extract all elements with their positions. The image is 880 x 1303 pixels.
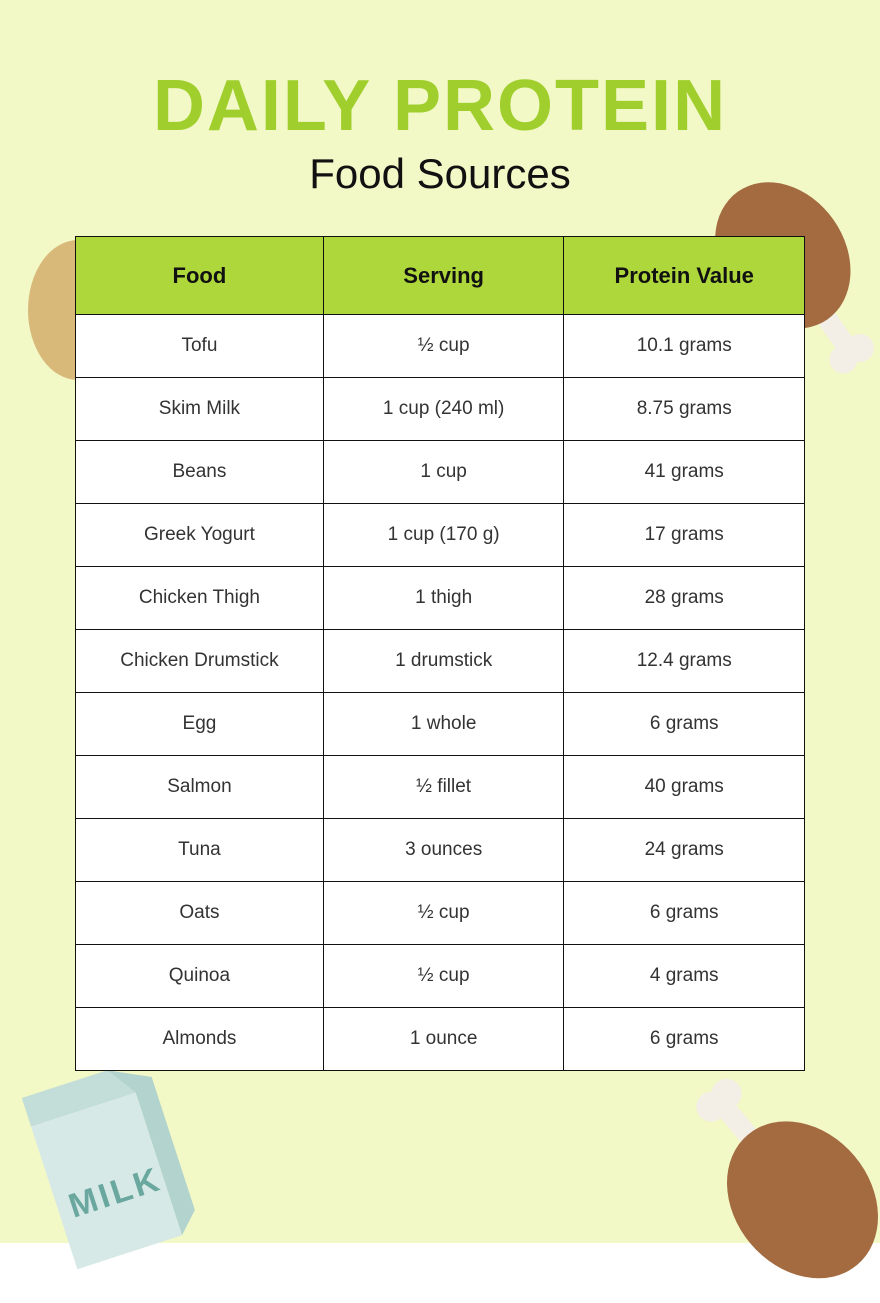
table-cell: 3 ounces bbox=[323, 819, 564, 882]
table-row: Chicken Drumstick1 drumstick12.4 grams bbox=[76, 630, 805, 693]
table-cell: Egg bbox=[76, 693, 324, 756]
table-cell: 1 cup bbox=[323, 441, 564, 504]
table-cell: ½ cup bbox=[323, 945, 564, 1008]
table-cell: 12.4 grams bbox=[564, 630, 805, 693]
table-row: Oats½ cup6 grams bbox=[76, 882, 805, 945]
table-row: Tofu½ cup10.1 grams bbox=[76, 315, 805, 378]
page-subtitle: Food Sources bbox=[75, 150, 805, 198]
table-cell: Almonds bbox=[76, 1008, 324, 1071]
table-cell: 28 grams bbox=[564, 567, 805, 630]
table-cell: 8.75 grams bbox=[564, 378, 805, 441]
infographic-page: MILK DAILY PROTEIN Food Sources Food Ser… bbox=[0, 0, 880, 1243]
drumstick-icon bbox=[650, 1043, 880, 1303]
table-cell: 6 grams bbox=[564, 693, 805, 756]
table-cell: Skim Milk bbox=[76, 378, 324, 441]
table-cell: 1 ounce bbox=[323, 1008, 564, 1071]
table-cell: 17 grams bbox=[564, 504, 805, 567]
table-cell: 10.1 grams bbox=[564, 315, 805, 378]
table-row: Beans1 cup41 grams bbox=[76, 441, 805, 504]
page-title: DAILY PROTEIN bbox=[75, 70, 805, 142]
table-row: Greek Yogurt1 cup (170 g)17 grams bbox=[76, 504, 805, 567]
protein-table: Food Serving Protein Value Tofu½ cup10.1… bbox=[75, 236, 805, 1071]
col-header-serving: Serving bbox=[323, 237, 564, 315]
table-cell: Beans bbox=[76, 441, 324, 504]
table-row: Skim Milk1 cup (240 ml)8.75 grams bbox=[76, 378, 805, 441]
table-cell: Tofu bbox=[76, 315, 324, 378]
table-cell: 1 whole bbox=[323, 693, 564, 756]
table-cell: Greek Yogurt bbox=[76, 504, 324, 567]
table-cell: Tuna bbox=[76, 819, 324, 882]
table-cell: Chicken Drumstick bbox=[76, 630, 324, 693]
table-row: Chicken Thigh1 thigh28 grams bbox=[76, 567, 805, 630]
table-row: Tuna3 ounces24 grams bbox=[76, 819, 805, 882]
table-cell: 1 thigh bbox=[323, 567, 564, 630]
table-cell: Salmon bbox=[76, 756, 324, 819]
table-cell: 6 grams bbox=[564, 1008, 805, 1071]
table-cell: 24 grams bbox=[564, 819, 805, 882]
col-header-protein: Protein Value bbox=[564, 237, 805, 315]
table-cell: 1 cup (170 g) bbox=[323, 504, 564, 567]
table-cell: Chicken Thigh bbox=[76, 567, 324, 630]
table-body: Tofu½ cup10.1 gramsSkim Milk1 cup (240 m… bbox=[76, 315, 805, 1071]
table-cell: ½ cup bbox=[323, 882, 564, 945]
table-header-row: Food Serving Protein Value bbox=[76, 237, 805, 315]
table-cell: 41 grams bbox=[564, 441, 805, 504]
table-cell: Oats bbox=[76, 882, 324, 945]
table-cell: 4 grams bbox=[564, 945, 805, 1008]
table-cell: 1 drumstick bbox=[323, 630, 564, 693]
table-row: Quinoa½ cup4 grams bbox=[76, 945, 805, 1008]
table-row: Salmon½ fillet40 grams bbox=[76, 756, 805, 819]
table-cell: 1 cup (240 ml) bbox=[323, 378, 564, 441]
col-header-food: Food bbox=[76, 237, 324, 315]
svg-text:MILK: MILK bbox=[64, 1160, 166, 1226]
table-cell: ½ cup bbox=[323, 315, 564, 378]
protein-table-container: Food Serving Protein Value Tofu½ cup10.1… bbox=[75, 236, 805, 1071]
table-cell: 40 grams bbox=[564, 756, 805, 819]
table-row: Egg1 whole6 grams bbox=[76, 693, 805, 756]
table-row: Almonds1 ounce6 grams bbox=[76, 1008, 805, 1071]
table-cell: 6 grams bbox=[564, 882, 805, 945]
table-cell: Quinoa bbox=[76, 945, 324, 1008]
table-cell: ½ fillet bbox=[323, 756, 564, 819]
